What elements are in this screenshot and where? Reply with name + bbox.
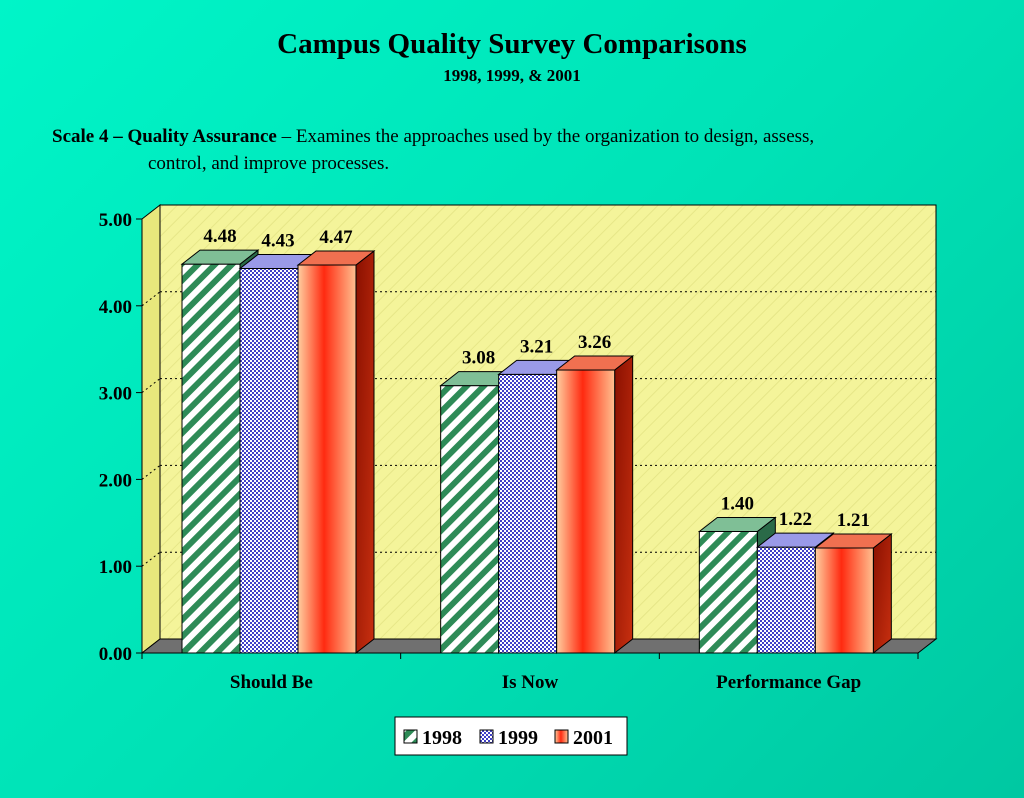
bar-1999 [498,373,558,654]
x-category-label: Should Be [230,672,313,693]
x-category-label: Performance Gap [716,672,861,693]
bar-2001 [297,264,357,654]
gridline-side [141,551,161,567]
data-label: 3.26 [578,332,611,353]
legend-label-1999: 1999 [498,727,538,749]
bar-2001-side [614,355,634,655]
bar-1998-top [697,516,777,532]
y-tick-label: 1.00 [99,557,132,578]
legend-swatch-2001 [554,729,569,744]
y-tick-label: 2.00 [99,470,132,491]
y-tick-label: 5.00 [99,210,132,231]
chart-side-wall [141,203,161,655]
data-label: 4.43 [261,230,294,251]
legend-label-1998: 1998 [422,727,462,749]
bar-1998-top [180,249,260,265]
bar-1999 [756,546,816,654]
chart-subtitle: 1998, 1999, & 2001 [443,66,581,85]
bar-2001-top [296,250,376,266]
data-label: 3.08 [462,348,495,369]
bar-2001 [814,547,874,654]
legend-swatch-1999 [479,729,494,744]
data-label: 3.21 [520,336,553,357]
bar-1999-top [755,532,835,548]
legend [394,716,628,756]
bar-2001 [556,369,616,654]
data-label: 1.40 [721,493,754,514]
legend-label-2001: 2001 [573,727,613,749]
data-label: 4.47 [319,227,353,248]
scale-heading: Scale 4 – Quality Assurance [52,126,277,147]
scale-description: Scale 4 – Quality Assurance – Examines t… [52,123,992,177]
chart-title: Campus Quality Survey Comparisons [277,28,747,60]
gridline-side [141,465,161,480]
y-tick-label: 0.00 [99,644,132,665]
bar-1998 [181,263,241,654]
y-tick-label: 4.00 [99,297,132,318]
bar-1998 [440,385,500,654]
legend-swatch-1998 [403,729,418,744]
data-label: 1.22 [779,509,812,530]
data-label: 1.21 [837,510,870,531]
scale-text-line2: control, and improve processes. [148,153,390,174]
bar-2001-top [555,355,635,371]
bar-1999 [239,267,299,654]
bar-2001-side [355,249,375,655]
y-tick-label: 3.00 [99,384,132,405]
data-label: 4.48 [203,226,236,247]
scale-text-line1: – Examines the approaches used by the or… [276,126,815,147]
bar-2001-side [872,532,892,655]
bar-2001-top [813,533,893,549]
bar-1998 [698,530,758,654]
gridline-side [141,291,161,307]
x-category-label: Is Now [502,672,559,693]
gridline-side [141,378,161,393]
